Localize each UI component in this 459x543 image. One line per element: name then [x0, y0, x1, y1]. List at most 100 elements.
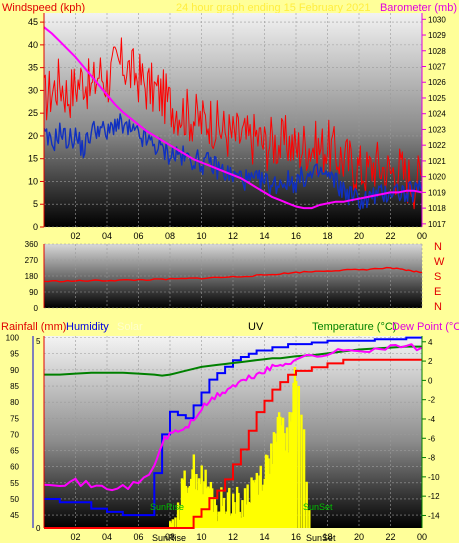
- solar-bar: [169, 521, 172, 528]
- humidity-tick-label: 100: [6, 334, 20, 343]
- solar-bar: [200, 465, 203, 528]
- solar-bar: [199, 483, 202, 528]
- solar-bar: [262, 484, 265, 528]
- temperature-tick-label: -12: [428, 492, 440, 501]
- solar-bar: [281, 417, 285, 528]
- solar-bar: [238, 511, 241, 528]
- barometer-axis-title: Barometer (mb): [380, 2, 457, 14]
- solar-bar: [292, 382, 295, 528]
- humidity-tick-label: 45: [10, 511, 19, 520]
- wind-average-line: [43, 113, 423, 210]
- solar-bar: [218, 511, 222, 528]
- humidity-tick-label: 70: [10, 430, 19, 439]
- humidity-tick-label: 55: [10, 479, 19, 488]
- solar-bar: [289, 421, 293, 528]
- solar-bar: [211, 488, 214, 528]
- solar-bar: [243, 488, 247, 528]
- solar-bar: [228, 487, 231, 528]
- windspeed-axis: 0 5 10 15 20 25 30 35 40 45: [28, 17, 44, 232]
- solar-bar: [213, 497, 217, 528]
- direction-tick-label: 270: [25, 256, 39, 265]
- solar-bar: [239, 517, 243, 528]
- humidity-tick-label: 65: [10, 447, 19, 456]
- barometer-tick-label: 1025: [428, 94, 446, 103]
- solar-bar: [188, 485, 192, 528]
- solar-bar: [288, 412, 291, 528]
- solar-bar: [183, 470, 186, 528]
- solar-bar: [233, 502, 236, 528]
- solar-bar: [254, 479, 257, 528]
- temperature-tick-label: -6: [428, 434, 436, 443]
- solar-bar: [287, 452, 290, 528]
- solar-bar: [268, 473, 272, 528]
- sunrise-marker-label: SunRise: [150, 502, 184, 512]
- x-tick-label: 14: [259, 532, 269, 542]
- barometer-tick-label: 1023: [428, 125, 446, 134]
- uv-legend: UV: [248, 321, 264, 333]
- humidity-line: [44, 336, 422, 517]
- solar-bar: [247, 501, 251, 528]
- x-tick-label: 16: [291, 231, 301, 241]
- solar-bar: [295, 380, 298, 528]
- dewpoint-line: [43, 343, 423, 492]
- x-tick-label: 18: [322, 231, 332, 241]
- solar-bar: [237, 492, 240, 528]
- solar-bar: [174, 517, 177, 528]
- solar-bar: [274, 433, 277, 528]
- solar-legend: Solar: [117, 321, 143, 333]
- windspeed-tick-label: 35: [28, 63, 38, 73]
- barometer-tick-label: 1020: [428, 173, 446, 182]
- humidity-tick-label: 75: [10, 414, 19, 423]
- windspeed-line: [43, 37, 423, 210]
- solar-bar: [280, 425, 283, 528]
- temperature-axis-title: Temperature (°C): [312, 321, 396, 333]
- solar-bar: [308, 510, 311, 528]
- direction-tick-label: 180: [25, 272, 39, 281]
- solar-bar: [256, 494, 260, 528]
- windspeed-tick-label: 40: [28, 40, 38, 50]
- sunrise-axis-label: SunRise: [152, 533, 186, 543]
- x-tick-label: 16: [291, 532, 301, 542]
- windspeed-axis-title: Windspeed (kph): [2, 2, 85, 14]
- solar-bar: [207, 486, 210, 528]
- compass-label: W: [434, 256, 445, 268]
- x-tick-label: 10: [196, 532, 206, 542]
- solar-bar: [225, 511, 228, 528]
- solar-bar: [258, 475, 261, 528]
- windspeed-tick-label: 15: [28, 154, 38, 164]
- solar-bar: [196, 490, 199, 528]
- solar-bar: [235, 486, 239, 528]
- x-tick-label: 22: [385, 231, 395, 241]
- solar-bar: [193, 489, 197, 528]
- direction-tick-label: 90: [29, 288, 38, 297]
- solar-bar: [195, 474, 198, 528]
- barometer-tick-label: 1019: [428, 188, 446, 197]
- rain-tick-label: 5: [36, 337, 41, 346]
- x-tick-label: 22: [385, 532, 395, 542]
- solar-bar: [276, 416, 280, 528]
- solar-bar: [245, 504, 248, 528]
- temperature-tick-label: 4: [428, 338, 433, 347]
- solar-bar: [224, 513, 227, 528]
- solar-bar: [264, 454, 268, 528]
- barometer-tick-label: 1028: [428, 47, 446, 56]
- solar-bar: [259, 465, 262, 528]
- barometer-tick-label: 1018: [428, 204, 446, 213]
- solar-bar: [230, 513, 234, 528]
- humidity-tick-label: 80: [10, 398, 19, 407]
- solar-bar: [263, 478, 266, 528]
- solar-bar: [192, 454, 196, 528]
- solar-bar: [291, 412, 294, 528]
- solar-bar: [241, 500, 244, 528]
- wind-series: [43, 26, 423, 210]
- temperature-tick-label: -8: [428, 454, 436, 463]
- x-tick-label: 20: [354, 532, 364, 542]
- temperature-axis: 4 2 0 -2 -4 -6 -8 -10 -12 -14: [422, 338, 440, 520]
- windspeed-tick-label: 10: [28, 176, 38, 186]
- solar-bar: [255, 472, 259, 528]
- windspeed-tick-label: 0: [33, 222, 38, 232]
- barometer-tick-label: 1024: [428, 110, 446, 119]
- humidity-tick-label: 90: [10, 366, 19, 375]
- solar-bar: [302, 429, 306, 528]
